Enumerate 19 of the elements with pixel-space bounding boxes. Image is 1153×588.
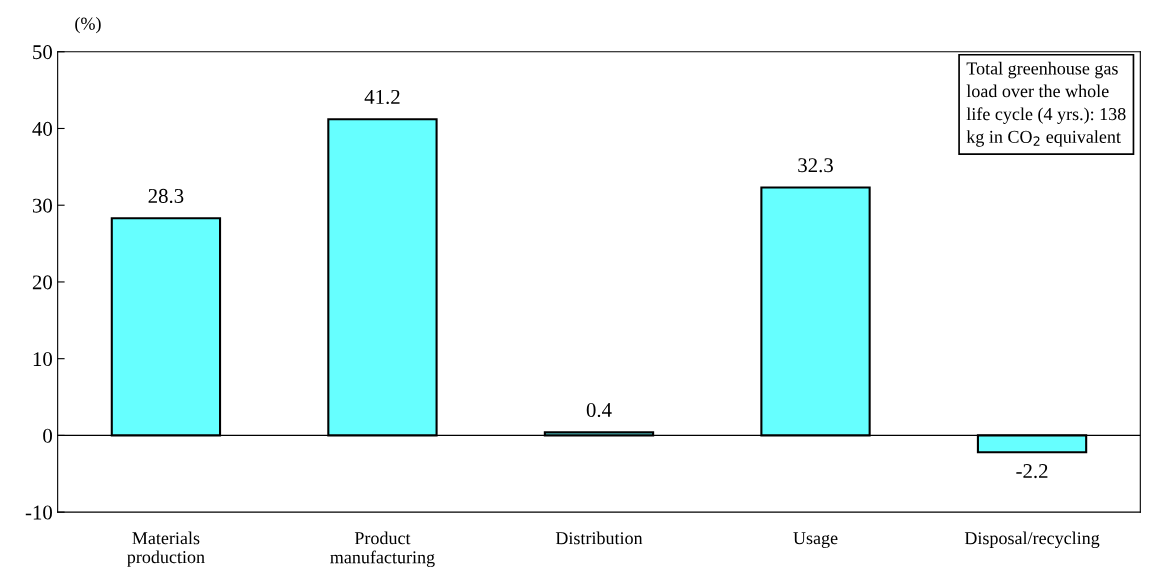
y-tick-label: 30 [32, 198, 52, 213]
data-label: 41.2 [364, 89, 400, 105]
y-tick-label: 40 [32, 121, 52, 136]
y-tick-label: 50 [33, 45, 52, 60]
annotation: Total greenhouse gas load over the whole life cycle (4 yrs.): 138 kg in CO$_{2}$ equivalent [966, 61, 1126, 147]
data-label: 0.4 [586, 402, 612, 418]
x-tick-label: Materials production [127, 531, 205, 567]
y-tick-label: 0 [43, 428, 52, 443]
y-tick-label: -10 [25, 505, 52, 520]
y-tick-label: 10 [33, 352, 52, 367]
y-axis-title: (%) [75, 16, 101, 34]
data-label: -2.2 [1016, 464, 1048, 479]
data-label: 28.3 [148, 188, 184, 204]
y-tick-label: 20 [32, 275, 52, 290]
data-label: 32.3 [798, 158, 833, 173]
x-tick-label: Usage [793, 532, 838, 548]
x-tick-label: Distribution [555, 531, 643, 545]
x-tick-label: Disposal/recycling [964, 531, 1100, 549]
x-tick-label: Product manufacturing [330, 531, 435, 568]
